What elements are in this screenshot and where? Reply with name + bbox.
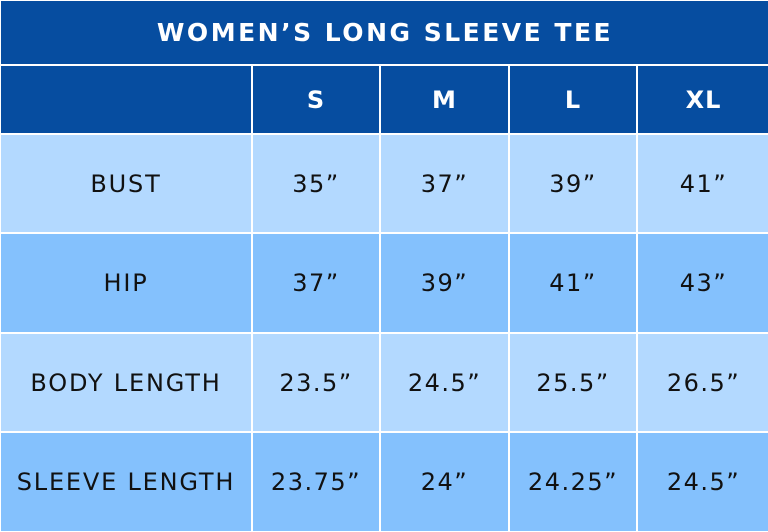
body-length-value-l: 25.5” <box>510 332 638 431</box>
body-length-value-s: 23.5” <box>253 332 381 431</box>
row-label-hip: HIP <box>1 232 253 332</box>
bust-value-xl: 41” <box>638 133 768 232</box>
body-length-value-xl: 26.5” <box>638 332 768 431</box>
size-header-m: M <box>381 66 510 133</box>
row-label-body-length: BODY LENGTH <box>1 332 253 431</box>
hip-value-m: 39” <box>381 232 510 332</box>
bust-value-s: 35” <box>253 133 381 232</box>
sleeve-length-value-s: 23.75” <box>253 431 381 531</box>
size-header-xl: XL <box>638 66 768 133</box>
size-header-l: L <box>510 66 638 133</box>
header-corner-cell <box>1 66 253 133</box>
bust-value-m: 37” <box>381 133 510 232</box>
chart-title: WOMEN’S LONG SLEEVE TEE <box>1 1 768 66</box>
size-header-s: S <box>253 66 381 133</box>
bust-value-l: 39” <box>510 133 638 232</box>
sleeve-length-value-m: 24” <box>381 431 510 531</box>
hip-value-l: 41” <box>510 232 638 332</box>
hip-value-xl: 43” <box>638 232 768 332</box>
sleeve-length-value-l: 24.25” <box>510 431 638 531</box>
row-label-bust: BUST <box>1 133 253 232</box>
row-label-sleeve-length: SLEEVE LENGTH <box>1 431 253 531</box>
sleeve-length-value-xl: 24.5” <box>638 431 768 531</box>
body-length-value-m: 24.5” <box>381 332 510 431</box>
hip-value-s: 37” <box>253 232 381 332</box>
